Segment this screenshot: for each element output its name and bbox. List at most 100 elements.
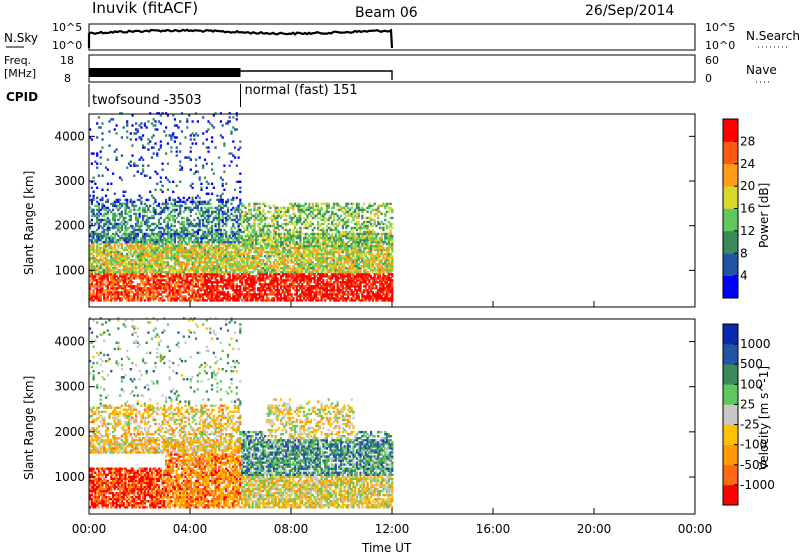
heatmap-cell (290, 259, 293, 262)
heatmap-cell (309, 297, 313, 300)
heatmap-cell (232, 218, 235, 222)
heatmap-cell (106, 273, 109, 276)
heatmap-cell (136, 265, 139, 268)
heatmap-cell (205, 236, 208, 240)
heatmap-cell (295, 236, 298, 240)
heatmap-cell (218, 250, 221, 254)
heatmap-cell (299, 265, 302, 268)
heatmap-cell (212, 285, 215, 288)
heatmap-cell (223, 144, 226, 147)
heatmap-cell (288, 259, 291, 262)
heatmap-cell (299, 216, 302, 220)
heatmap-cell (94, 250, 97, 254)
heatmap-cell (211, 224, 214, 228)
heatmap-cell (219, 297, 222, 300)
heatmap-cell (92, 210, 95, 214)
heatmap-cell (133, 132, 136, 135)
heatmap-cell (239, 289, 242, 292)
heatmap-cell (101, 236, 104, 240)
heatmap-cell (216, 289, 219, 292)
heatmap-cell (241, 234, 244, 238)
heatmap-cell (216, 279, 219, 282)
heatmap-cell (306, 220, 309, 224)
heatmap-cell (230, 208, 233, 212)
heatmap-cell (173, 285, 176, 288)
heatmap-cell (251, 240, 254, 244)
heatmap-cell (124, 190, 127, 193)
heatmap-cell (173, 246, 176, 250)
heatmap-cell (145, 297, 148, 300)
heatmap-cell (94, 204, 97, 208)
heatmap-cell (120, 275, 123, 278)
heatmap-cell (129, 210, 132, 214)
heatmap-cell (297, 250, 300, 254)
heatmap-cell (99, 255, 102, 258)
heatmap-cell (188, 156, 191, 159)
heatmap-cell (101, 146, 104, 149)
heatmap-cell (269, 248, 272, 252)
heatmap-cell (272, 232, 275, 236)
heatmap-cell (309, 287, 313, 290)
heatmap-cell (262, 238, 265, 242)
heatmap-cell (159, 114, 162, 117)
heatmap-cell (219, 240, 222, 244)
heatmap-cell (168, 283, 171, 286)
heatmap-cell (322, 275, 325, 278)
heatmap-cell (97, 206, 100, 210)
heatmap-cell (211, 236, 214, 240)
heatmap-cell (135, 261, 138, 264)
heatmap-cell (244, 240, 247, 244)
heatmap-cell (317, 236, 320, 240)
heatmap-cell (136, 291, 139, 294)
heatmap-cell (166, 248, 169, 252)
heatmap-cell (207, 259, 210, 262)
heatmap-cell (301, 261, 304, 264)
heatmap-cell (104, 166, 108, 169)
heatmap-cell (279, 224, 283, 228)
heatmap-cell (246, 244, 249, 248)
heatmap-cell (149, 291, 152, 294)
heatmap-cell (221, 216, 224, 220)
heatmap-cell (180, 291, 184, 294)
heatmap-cell (138, 275, 141, 278)
heatmap-cell (180, 244, 184, 248)
heatmap-cell (129, 287, 132, 290)
heatmap-cell (142, 279, 145, 282)
heatmap-cell (108, 291, 111, 294)
heatmap-cell (251, 265, 254, 268)
heatmap-cell (235, 265, 238, 268)
heatmap-cell (127, 246, 131, 250)
heatmap-cell (127, 210, 131, 214)
heatmap-cell (272, 267, 275, 270)
heatmap-cell (212, 267, 215, 270)
heatmap-cell (212, 252, 215, 256)
heatmap-cell (212, 265, 215, 268)
heatmap-cell (104, 273, 108, 276)
heatmap-cell (157, 283, 161, 286)
heatmap-cell (262, 295, 265, 298)
heatmap-cell (232, 240, 235, 244)
heatmap-cell (184, 281, 187, 284)
heatmap-cell (246, 279, 249, 282)
heatmap-cell (189, 244, 192, 248)
heatmap-cell (237, 148, 240, 151)
heatmap-cell (233, 261, 237, 264)
heatmap-cell (140, 263, 143, 266)
heatmap-cell (306, 246, 309, 250)
heatmap-cell (112, 297, 115, 300)
heatmap-cell (159, 222, 162, 226)
heatmap-cell (156, 128, 159, 131)
heatmap-cell (242, 267, 245, 270)
heatmap-cell (230, 198, 233, 202)
heatmap-cell (295, 216, 298, 220)
heatmap-cell (122, 202, 125, 206)
heatmap-cell (133, 204, 136, 208)
heatmap-cell (90, 240, 93, 244)
heatmap-cell (177, 275, 180, 278)
heatmap-cell (327, 271, 330, 274)
heatmap-cell (292, 269, 295, 272)
heatmap-cell (209, 275, 212, 278)
heatmap-cell (315, 248, 318, 252)
heatmap-cell (322, 297, 325, 300)
heatmap-cell (256, 255, 260, 258)
